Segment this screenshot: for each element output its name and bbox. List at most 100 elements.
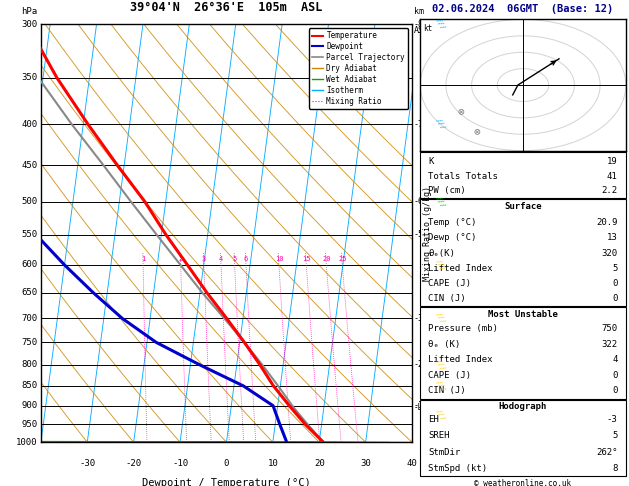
Text: SREH: SREH xyxy=(428,432,450,440)
Text: Hodograph: Hodograph xyxy=(499,402,547,412)
Text: -3: -3 xyxy=(607,415,618,424)
Text: 15: 15 xyxy=(302,256,311,261)
Text: θₑ(K): θₑ(K) xyxy=(428,248,455,258)
Text: 550: 550 xyxy=(21,230,37,239)
Text: -5: -5 xyxy=(414,230,424,239)
Text: 750: 750 xyxy=(601,324,618,333)
Text: 700: 700 xyxy=(21,314,37,323)
Text: -1: -1 xyxy=(414,401,424,410)
Text: km: km xyxy=(414,7,424,16)
Text: 0: 0 xyxy=(612,371,618,380)
Text: 322: 322 xyxy=(601,340,618,349)
Text: CIN (J): CIN (J) xyxy=(428,294,466,303)
Text: 20: 20 xyxy=(322,256,331,261)
Text: ///: /// xyxy=(435,408,446,422)
Text: 0: 0 xyxy=(612,386,618,396)
Text: ///: /// xyxy=(435,312,446,326)
Text: StmSpd (kt): StmSpd (kt) xyxy=(428,464,487,473)
Text: 650: 650 xyxy=(21,288,37,297)
Text: -6: -6 xyxy=(414,197,424,206)
Text: -30: -30 xyxy=(79,459,96,468)
Text: K: K xyxy=(428,157,434,166)
Text: Surface: Surface xyxy=(504,203,542,211)
Text: 300: 300 xyxy=(21,20,37,29)
Legend: Temperature, Dewpoint, Parcel Trajectory, Dry Adiabat, Wet Adiabat, Isotherm, Mi: Temperature, Dewpoint, Parcel Trajectory… xyxy=(309,28,408,109)
Text: CIN (J): CIN (J) xyxy=(428,386,466,396)
Text: 40: 40 xyxy=(406,459,418,468)
Text: Temp (°C): Temp (°C) xyxy=(428,218,477,227)
Text: 19: 19 xyxy=(607,157,618,166)
Text: PW (cm): PW (cm) xyxy=(428,186,466,195)
Text: 20.9: 20.9 xyxy=(596,218,618,227)
Text: 10: 10 xyxy=(267,459,278,468)
Text: 5: 5 xyxy=(612,432,618,440)
Text: 0: 0 xyxy=(612,294,618,303)
Text: Mixing Ratio (g/kg): Mixing Ratio (g/kg) xyxy=(423,186,432,281)
Text: 39°04'N  26°36'E  105m  ASL: 39°04'N 26°36'E 105m ASL xyxy=(130,1,323,14)
Text: Dewp (°C): Dewp (°C) xyxy=(428,233,477,243)
Text: 0: 0 xyxy=(224,459,229,468)
FancyBboxPatch shape xyxy=(420,400,626,476)
Text: -2: -2 xyxy=(414,360,424,369)
Text: ///: /// xyxy=(435,194,446,208)
Text: ASL: ASL xyxy=(414,26,429,35)
Text: 5: 5 xyxy=(612,263,618,273)
Text: 320: 320 xyxy=(601,248,618,258)
Text: 900: 900 xyxy=(21,401,37,410)
Text: 4: 4 xyxy=(612,355,618,364)
Text: -3: -3 xyxy=(414,314,424,323)
Text: 450: 450 xyxy=(21,160,37,170)
Text: 0: 0 xyxy=(612,278,618,288)
Text: 3: 3 xyxy=(202,256,206,261)
Text: 350: 350 xyxy=(21,73,37,82)
Text: ⊗: ⊗ xyxy=(458,106,465,116)
Text: θₑ (K): θₑ (K) xyxy=(428,340,460,349)
Text: -LCL: -LCL xyxy=(414,403,432,412)
Text: 41: 41 xyxy=(607,172,618,181)
Text: ///: /// xyxy=(435,358,446,372)
FancyBboxPatch shape xyxy=(420,152,626,198)
Text: Most Unstable: Most Unstable xyxy=(488,310,558,319)
Text: 500: 500 xyxy=(21,197,37,206)
Text: 262°: 262° xyxy=(596,448,618,456)
Text: 10: 10 xyxy=(275,256,283,261)
Text: -8: -8 xyxy=(414,20,424,29)
Text: 4: 4 xyxy=(219,256,223,261)
Text: 25: 25 xyxy=(338,256,347,261)
Text: CAPE (J): CAPE (J) xyxy=(428,278,471,288)
Text: 8: 8 xyxy=(612,464,618,473)
Text: kt: kt xyxy=(423,24,432,34)
Text: Pressure (mb): Pressure (mb) xyxy=(428,324,498,333)
Text: 950: 950 xyxy=(21,420,37,429)
Text: 750: 750 xyxy=(21,338,37,347)
Text: StmDir: StmDir xyxy=(428,448,460,456)
Text: ⊗: ⊗ xyxy=(474,126,480,136)
Text: ///: /// xyxy=(435,258,446,272)
Text: EH: EH xyxy=(428,415,439,424)
Text: 20: 20 xyxy=(314,459,325,468)
Text: ///: /// xyxy=(435,17,446,31)
Text: Lifted Index: Lifted Index xyxy=(428,355,493,364)
Text: 400: 400 xyxy=(21,120,37,129)
Text: 2: 2 xyxy=(179,256,183,261)
Text: 02.06.2024  06GMT  (Base: 12): 02.06.2024 06GMT (Base: 12) xyxy=(432,3,614,14)
Text: 1000: 1000 xyxy=(16,438,37,447)
Text: 600: 600 xyxy=(21,260,37,269)
Text: Lifted Index: Lifted Index xyxy=(428,263,493,273)
Text: 13: 13 xyxy=(607,233,618,243)
Text: 30: 30 xyxy=(360,459,371,468)
Text: 6: 6 xyxy=(244,256,248,261)
Text: 800: 800 xyxy=(21,360,37,369)
FancyBboxPatch shape xyxy=(420,307,626,399)
Text: 2.2: 2.2 xyxy=(601,186,618,195)
Text: 5: 5 xyxy=(233,256,237,261)
Text: 1: 1 xyxy=(141,256,145,261)
Text: © weatheronline.co.uk: © weatheronline.co.uk xyxy=(474,479,572,486)
Text: Totals Totals: Totals Totals xyxy=(428,172,498,181)
Text: -7: -7 xyxy=(414,120,424,129)
Text: ///: /// xyxy=(435,379,446,393)
Text: -10: -10 xyxy=(172,459,188,468)
Text: CAPE (J): CAPE (J) xyxy=(428,371,471,380)
FancyBboxPatch shape xyxy=(420,199,626,306)
Text: -20: -20 xyxy=(126,459,142,468)
